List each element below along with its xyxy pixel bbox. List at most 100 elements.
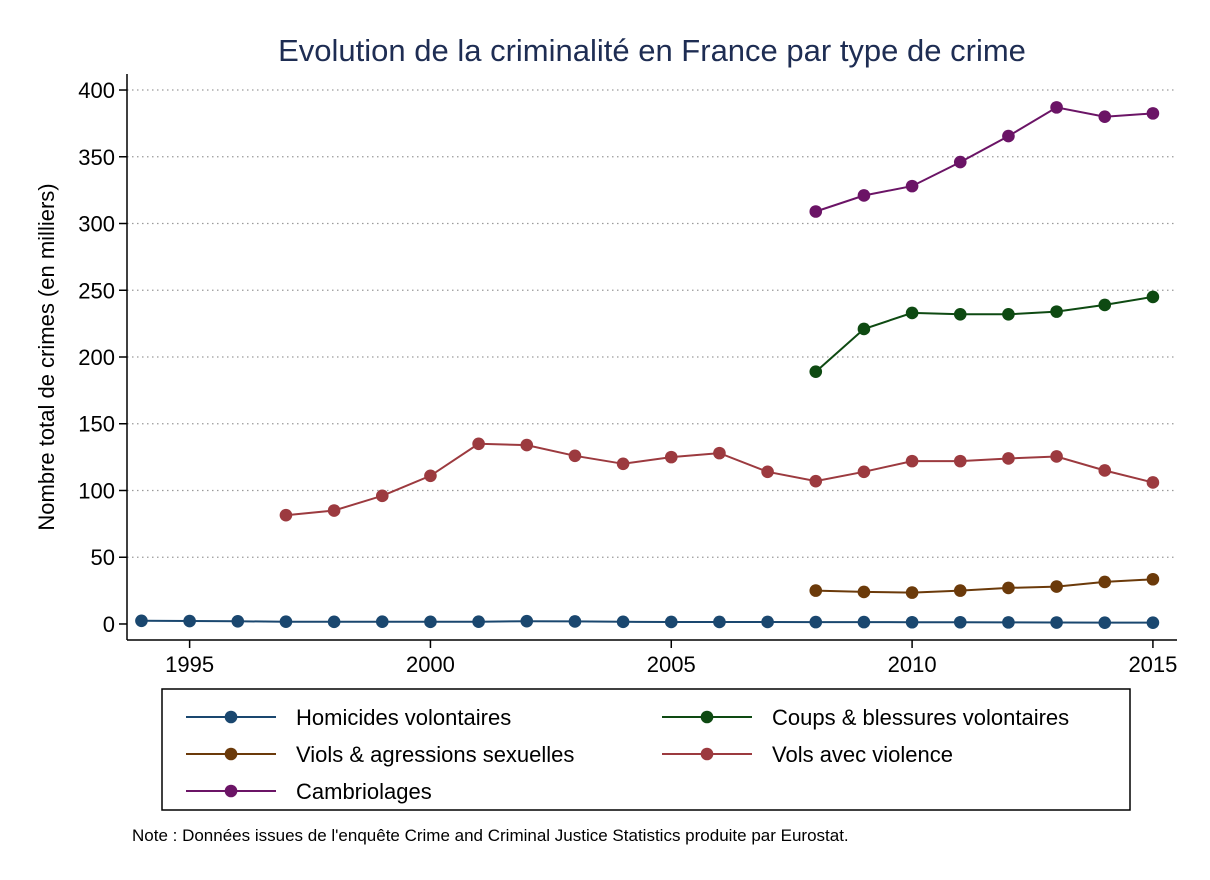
legend-marker-coups-blessures-volontaires [700, 710, 714, 724]
data-point-homicides-volontaires-2014 [1098, 616, 1112, 629]
legend-marker-vols-avec-violence [700, 747, 714, 761]
y-tick-label-250: 250 [78, 278, 115, 303]
data-point-homicides-volontaires-2012 [1002, 616, 1015, 629]
data-point-vols-avec-violence-2014 [1098, 464, 1112, 477]
chart-note: Note : Données issues de l'enquête Crime… [132, 826, 849, 845]
data-point-homicides-volontaires-2002 [520, 614, 534, 628]
gridlines [127, 89, 1177, 558]
series-vols-avec-violence [279, 437, 1160, 522]
y-tick-label-400: 400 [78, 78, 115, 103]
data-point-homicides-volontaires-1999 [375, 615, 389, 629]
series-coups-blessures-volontaires [809, 290, 1160, 378]
data-point-vols-avec-violence-2004 [616, 457, 630, 471]
series-line-viols-agressions-sexuelles [815, 578, 1153, 594]
data-point-coups-blessures-volontaires-2013 [1050, 305, 1063, 318]
data-point-cambriolages-2012 [1002, 129, 1015, 143]
data-point-cambriolages-2010 [905, 179, 919, 193]
x-axis-ticks: 1995 2000 2005 2010 2015 [165, 640, 1177, 677]
legend-label-cambriolages: Cambriolages [296, 779, 432, 804]
data-point-homicides-volontaires-2000 [424, 615, 437, 629]
data-point-vols-avec-violence-2011 [953, 454, 967, 468]
data-point-vols-avec-violence-2002 [520, 438, 534, 452]
data-point-viols-agressions-sexuelles-2012 [1002, 581, 1015, 595]
data-point-cambriolages-2009 [857, 189, 871, 202]
data-point-vols-avec-violence-2000 [424, 469, 437, 483]
data-point-vols-avec-violence-2012 [1002, 452, 1015, 465]
data-point-vols-avec-violence-1998 [327, 504, 341, 517]
series-line-cambriolages [815, 106, 1153, 213]
data-point-coups-blessures-volontaires-2009 [857, 322, 871, 336]
data-point-vols-avec-violence-2009 [857, 465, 871, 479]
legend-marker-cambriolages [224, 784, 238, 798]
legend-label-coups-blessures-volontaires: Coups & blessures volontaires [772, 705, 1069, 730]
chart-title: Evolution de la criminalité en France pa… [278, 33, 1026, 68]
x-tick-label-2000: 2000 [406, 652, 455, 677]
data-point-homicides-volontaires-2003 [568, 615, 582, 628]
series-line-coups-blessures-volontaires [815, 295, 1154, 373]
data-point-homicides-volontaires-2004 [616, 615, 630, 629]
legend-item-cambriolages: Cambriolages [186, 779, 432, 804]
x-tick-label-2005: 2005 [647, 652, 696, 677]
y-tick-label-0: 0 [103, 612, 115, 637]
legend-label-homicides-volontaires: Homicides volontaires [296, 705, 511, 730]
data-point-homicides-volontaires-1998 [327, 615, 341, 629]
data-point-coups-blessures-volontaires-2008 [809, 365, 823, 378]
data-point-coups-blessures-volontaires-2011 [953, 307, 967, 321]
data-point-homicides-volontaires-2001 [472, 615, 485, 629]
y-axis-ticks: 0 50 100 150 200 250 300 350 400 [78, 78, 127, 637]
legend-item-vols-avec-violence: Vols avec violence [662, 742, 953, 767]
data-point-cambriolages-2013 [1050, 101, 1063, 114]
legend-label-viols-agressions-sexuelles: Viols & agressions sexuelles [296, 742, 574, 767]
y-tick-label-300: 300 [78, 212, 115, 237]
data-point-vols-avec-violence-2007 [761, 465, 774, 479]
data-point-homicides-volontaires-1995 [183, 614, 196, 628]
data-point-homicides-volontaires-2013 [1050, 616, 1063, 629]
data-point-viols-agressions-sexuelles-2014 [1098, 575, 1112, 589]
x-tick-label-2015: 2015 [1128, 652, 1177, 677]
data-point-homicides-volontaires-1997 [279, 615, 293, 629]
y-axis-label: Nombre total de crimes (en milliers) [34, 183, 59, 530]
data-point-viols-agressions-sexuelles-2015 [1146, 572, 1160, 586]
data-point-vols-avec-violence-2008 [809, 474, 823, 488]
data-point-vols-avec-violence-2013 [1050, 450, 1063, 463]
data-point-homicides-volontaires-1996 [231, 615, 245, 628]
data-point-vols-avec-violence-1997 [279, 508, 293, 522]
data-point-cambriolages-2014 [1098, 110, 1112, 124]
data-point-homicides-volontaires-2007 [761, 615, 774, 629]
y-tick-label-150: 150 [78, 412, 115, 437]
x-tick-label-2010: 2010 [888, 652, 937, 677]
y-tick-label-50: 50 [91, 545, 115, 570]
data-point-vols-avec-violence-2006 [713, 446, 726, 460]
data-point-coups-blessures-volontaires-2010 [905, 306, 919, 320]
data-point-homicides-volontaires-2009 [857, 615, 871, 629]
data-point-vols-avec-violence-2005 [664, 450, 678, 464]
data-point-coups-blessures-volontaires-2015 [1146, 290, 1160, 304]
series-cambriolages [809, 101, 1160, 218]
data-point-viols-agressions-sexuelles-2013 [1050, 580, 1063, 593]
data-point-viols-agressions-sexuelles-2010 [905, 586, 919, 599]
data-point-viols-agressions-sexuelles-2011 [953, 584, 967, 597]
legend-marker-homicides-volontaires [224, 710, 238, 724]
data-point-vols-avec-violence-2015 [1146, 476, 1160, 489]
data-point-viols-agressions-sexuelles-2009 [857, 585, 871, 599]
legend-items: Homicides volontaires Coups & blessures v… [186, 705, 1069, 804]
data-point-homicides-volontaires-2010 [905, 615, 919, 629]
legend-item-homicides-volontaires: Homicides volontaires [186, 705, 511, 730]
data-point-homicides-volontaires-2006 [713, 615, 726, 629]
legend-marker-viols-agressions-sexuelles [224, 747, 238, 761]
data-point-homicides-volontaires-2015 [1146, 616, 1160, 629]
series-line-homicides-volontaires [141, 619, 1153, 624]
legend-item-viols-agressions-sexuelles: Viols & agressions sexuelles [186, 742, 574, 767]
y-tick-label-100: 100 [78, 478, 115, 503]
data-point-cambriolages-2011 [953, 155, 967, 169]
data-point-homicides-volontaires-2011 [953, 615, 967, 629]
x-tick-label-1995: 1995 [165, 652, 214, 677]
data-point-vols-avec-violence-2001 [472, 437, 485, 451]
data-point-vols-avec-violence-2003 [568, 449, 582, 463]
data-point-viols-agressions-sexuelles-2008 [809, 584, 823, 597]
data-point-homicides-volontaires-2005 [664, 615, 678, 629]
series-viols-agressions-sexuelles [809, 572, 1160, 599]
data-point-cambriolages-2008 [809, 205, 823, 218]
legend: Homicides volontaires Coups & blessures v… [161, 688, 1131, 811]
